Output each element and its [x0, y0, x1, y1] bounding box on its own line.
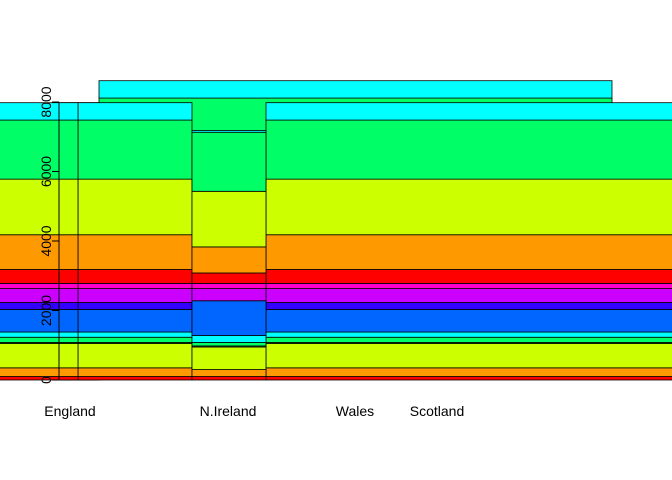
bar-segment	[77, 309, 193, 333]
bar-n-ireland	[191, 130, 267, 381]
bar-segment	[265, 119, 672, 180]
x-axis-labels: England N.Ireland Wales Scotland	[44, 403, 464, 419]
bar-segment	[58, 119, 79, 180]
bar-segment	[265, 302, 672, 310]
bar-segment	[58, 282, 79, 290]
bar-segment	[77, 302, 193, 310]
bar-segment	[58, 331, 79, 338]
y-tick-label: 2000	[38, 295, 54, 326]
bar-segment	[77, 331, 193, 338]
bar-segment	[58, 234, 79, 270]
bar-segment	[58, 309, 79, 333]
bar-segment	[77, 288, 193, 303]
bar-wales	[77, 102, 193, 381]
bar-segment	[265, 331, 672, 338]
y-tick-label: 0	[38, 376, 54, 384]
bar-segment	[191, 288, 267, 302]
bar-segment	[265, 178, 672, 236]
bar-segment	[77, 282, 193, 290]
y-tick-label: 6000	[38, 156, 54, 187]
bar-segment	[191, 369, 267, 377]
bar-segment	[191, 300, 267, 336]
bar-segment	[265, 343, 672, 369]
bar-segment	[265, 367, 672, 377]
bar-segment	[58, 102, 79, 121]
bar-segment	[191, 190, 267, 248]
bar-segment	[265, 376, 672, 381]
bar-segment	[265, 234, 672, 270]
y-tick-label: 4000	[38, 225, 54, 256]
bar-segment	[77, 269, 193, 284]
bar-layer-main	[58, 102, 672, 381]
bar-segment	[77, 376, 193, 381]
bar-segment	[58, 376, 79, 381]
bar-segment	[191, 246, 267, 274]
y-axis: 0 2000 4000 6000 8000	[38, 86, 60, 384]
bar-segment	[77, 178, 193, 236]
bar-segment	[77, 367, 193, 377]
bar-segment	[191, 346, 267, 370]
bar-segment	[191, 131, 267, 192]
bar-segment	[58, 343, 79, 369]
bar-segment	[265, 309, 672, 333]
bar-segment	[191, 272, 267, 284]
bar-segment	[191, 130, 267, 133]
bar-segment	[265, 282, 672, 290]
bar-segment	[58, 367, 79, 377]
bar-segment	[58, 288, 79, 303]
x-tick-label: Wales	[336, 403, 374, 419]
bar-segment	[77, 119, 193, 180]
bar-segment	[77, 234, 193, 270]
bar-segment	[58, 269, 79, 284]
x-tick-label: England	[44, 403, 95, 419]
bar-segment	[191, 342, 267, 347]
y-tick-label: 8000	[38, 86, 54, 117]
bar-segment	[265, 102, 672, 121]
bar-segment	[58, 178, 79, 236]
bar-segment	[265, 288, 672, 303]
bar-segment	[58, 302, 79, 310]
bar-segment	[77, 336, 193, 343]
bar-segment	[265, 336, 672, 343]
bar-segment	[191, 376, 267, 381]
bar-segment	[265, 269, 672, 284]
bar-england	[58, 102, 79, 381]
bar-segment	[77, 343, 193, 369]
bar-scotland	[265, 102, 672, 381]
bar-segment	[191, 282, 267, 290]
bar-segment	[98, 80, 613, 99]
x-tick-label: Scotland	[410, 403, 464, 419]
bar-segment	[77, 102, 193, 121]
bar-segment	[58, 336, 79, 343]
bar-segment	[191, 335, 267, 343]
x-tick-label: N.Ireland	[200, 403, 257, 419]
